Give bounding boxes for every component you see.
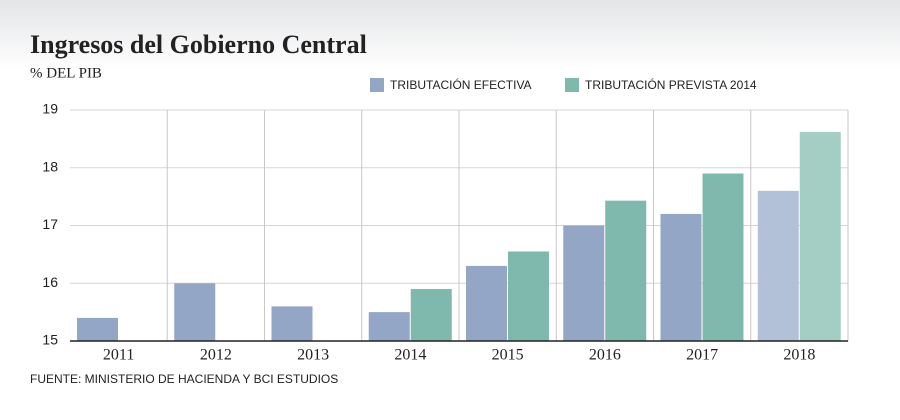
x-tick-label: 2011 [103, 347, 134, 364]
bar [605, 200, 647, 341]
bar [660, 213, 702, 341]
legend-swatch [370, 78, 384, 92]
bar [799, 131, 841, 341]
legend-label: TRIBUTACIÓN EFECTIVA [390, 77, 532, 92]
bar [410, 289, 452, 341]
y-tick-label: 19 [42, 101, 58, 117]
bar [368, 312, 410, 341]
bar [77, 317, 118, 341]
x-tick-label: 2018 [783, 347, 815, 364]
bar [508, 251, 549, 341]
x-tick-label: 2013 [297, 347, 329, 364]
y-tick-label: 17 [42, 216, 58, 232]
legend-label: TRIBUTACIÓN PREVISTA 2014 [585, 77, 757, 92]
chart-subtitle: % DEL PIB [30, 65, 102, 81]
source: FUENTE: MINISTERIO DE HACIENDA Y BCI EST… [30, 372, 338, 386]
x-tick-label: 2017 [686, 347, 718, 364]
y-tick-label: 16 [42, 274, 58, 290]
x-tick-label: 2015 [492, 347, 524, 364]
chart-title: Ingresos del Gobierno Central [30, 30, 367, 59]
bar [563, 225, 605, 341]
x-tick-label: 2014 [394, 347, 426, 364]
bar [466, 265, 507, 341]
bar [757, 190, 799, 341]
x-tick-label: 2012 [200, 347, 232, 364]
legend-swatch [565, 78, 579, 92]
bar [271, 306, 313, 341]
header-background [0, 0, 900, 70]
bar [174, 283, 216, 341]
x-tick-label: 2016 [589, 347, 621, 364]
bar [702, 173, 744, 341]
y-tick-label: 18 [42, 158, 58, 174]
y-tick-label: 15 [42, 332, 58, 348]
